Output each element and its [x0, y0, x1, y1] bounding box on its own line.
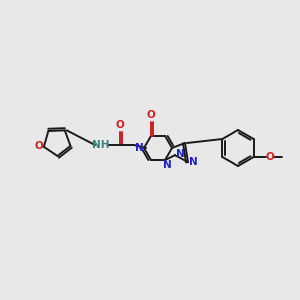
Text: O: O	[147, 110, 155, 120]
Text: N: N	[176, 149, 184, 159]
Text: NH: NH	[92, 140, 110, 150]
Text: N: N	[163, 160, 171, 170]
Text: O: O	[265, 152, 274, 162]
Text: N: N	[135, 143, 143, 153]
Text: N: N	[189, 157, 197, 167]
Text: O: O	[116, 120, 124, 130]
Text: O: O	[34, 141, 43, 151]
